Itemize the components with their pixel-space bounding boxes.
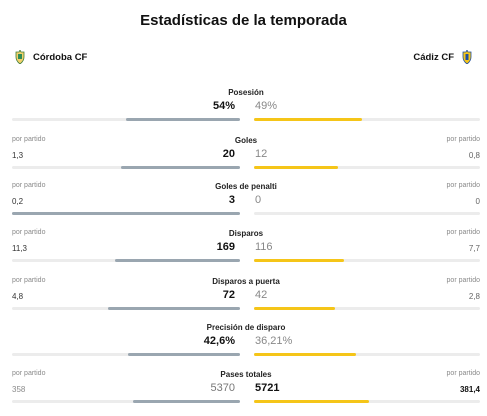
away-per-match-value: 0,8 [468, 151, 480, 160]
away-stat-bar [254, 118, 480, 121]
home-stat-value: 54% [212, 100, 235, 112]
stat-row-penalty-goals: por partido por partido Goles de penalti… [12, 182, 480, 228]
home-per-match-value: 0,2 [12, 197, 24, 206]
home-stat-bar [12, 118, 240, 121]
away-per-match-label: por partido [446, 136, 480, 143]
stat-row-shots-on-target: por partido por partido Disparos a puert… [12, 277, 480, 323]
home-per-match-value: 1,3 [12, 151, 24, 160]
home-stat-bar [12, 166, 240, 169]
stat-row-shots: por partido por partido Disparos 11,3 7,… [12, 229, 480, 275]
stat-label: Precisión de disparo [206, 323, 286, 332]
stat-row-goals: por partido por partido Goles 1,3 0,8 20… [12, 136, 480, 182]
away-team-name: Cádiz CF [413, 51, 454, 63]
away-stat-bar [254, 166, 480, 169]
stat-row-total-passes: por partido por partido Pases totales 35… [12, 370, 480, 416]
stat-label: Disparos [228, 229, 264, 238]
cadiz-crest-icon [462, 50, 472, 64]
home-per-match-label: por partido [12, 229, 46, 236]
home-team-name: Córdoba CF [33, 51, 88, 63]
stat-label: Goles de penalti [215, 182, 277, 191]
stat-row-possession: Posesión 54% 49% [12, 88, 480, 134]
stat-label: Posesión [228, 88, 264, 97]
away-stat-value: 42 [255, 289, 268, 301]
away-per-match-label: por partido [446, 370, 480, 377]
away-stat-value: 36,21% [255, 335, 293, 347]
away-stat-bar [254, 400, 480, 403]
home-stat-value: 20 [222, 148, 235, 160]
away-stat-value: 0 [255, 194, 262, 206]
home-stat-value: 3 [228, 194, 235, 206]
home-stat-bar-fill [121, 166, 240, 169]
away-stat-bar-fill [254, 400, 370, 403]
home-stat-bar [12, 307, 240, 310]
away-stat-bar [254, 307, 480, 310]
away-per-match-label: por partido [446, 182, 480, 189]
stat-label: Disparos a puerta [212, 277, 280, 286]
home-per-match-value: 358 [12, 385, 26, 394]
away-stat-bar-fill [254, 166, 338, 169]
home-stat-bar [12, 353, 240, 356]
home-stat-value: 169 [216, 241, 235, 253]
home-stat-bar-fill [128, 353, 240, 356]
away-per-match-value: 2,8 [468, 292, 480, 301]
away-per-match-value: 381,4 [459, 385, 480, 394]
home-stat-bar-fill [126, 118, 240, 121]
home-per-match-label: por partido [12, 370, 46, 377]
home-per-match-label: por partido [12, 277, 46, 284]
away-per-match-value: 0 [475, 197, 480, 206]
home-stat-value: 42,6% [203, 335, 235, 347]
home-stat-bar [12, 400, 240, 403]
home-stat-value: 72 [222, 289, 235, 301]
stat-row-shot-accuracy: Precisión de disparo 42,6% 36,21% [12, 323, 480, 369]
away-stat-bar [254, 212, 480, 215]
away-stat-bar [254, 259, 480, 262]
away-per-match-label: por partido [446, 229, 480, 236]
home-per-match-label: por partido [12, 182, 46, 189]
page-title: Estadísticas de la temporada [140, 12, 347, 29]
home-per-match-value: 11,3 [12, 244, 27, 253]
away-stat-value: 49% [255, 100, 278, 112]
away-stat-value: 12 [255, 148, 268, 160]
stat-label: Goles [234, 136, 258, 145]
home-per-match-value: 4,8 [12, 292, 24, 301]
home-team[interactable]: Córdoba CF [15, 50, 87, 64]
away-stat-value: 5721 [255, 382, 280, 394]
home-per-match-label: por partido [12, 136, 46, 143]
away-per-match-value: 7,7 [468, 244, 480, 253]
home-stat-bar-fill [132, 400, 240, 403]
away-stat-bar-fill [254, 307, 336, 310]
home-stat-bar-fill [12, 212, 240, 215]
away-stat-value: 116 [255, 241, 273, 253]
home-stat-bar-fill [107, 307, 240, 310]
home-stat-bar-fill [114, 259, 240, 262]
home-stat-bar [12, 212, 240, 215]
away-per-match-label: por partido [446, 277, 480, 284]
home-stat-bar [12, 259, 240, 262]
away-team[interactable]: Cádiz CF [413, 50, 472, 64]
away-stat-bar-fill [254, 118, 363, 121]
home-stat-value: 5370 [210, 382, 235, 394]
cordoba-crest-icon [15, 50, 25, 64]
stat-label: Pases totales [220, 370, 272, 379]
away-stat-bar-fill [254, 353, 356, 356]
away-stat-bar-fill [254, 259, 345, 262]
away-stat-bar [254, 353, 480, 356]
